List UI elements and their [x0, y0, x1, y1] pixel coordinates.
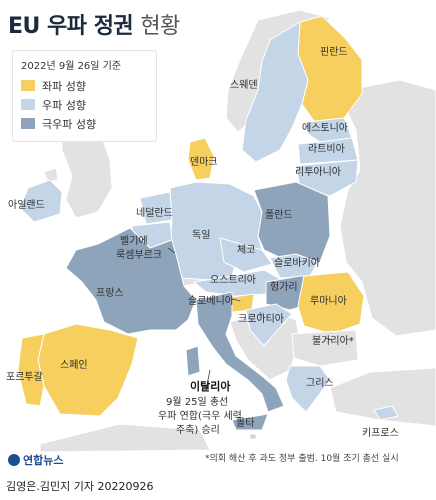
title-main: EU 우파 정권 — [8, 14, 134, 39]
label-bulgaria: 불가리아* — [312, 336, 354, 347]
land-turkey — [329, 367, 436, 427]
country-bulgaria — [291, 329, 359, 367]
label-lithuania: 리투아니아 — [295, 167, 341, 178]
credit-line: 김영은.김민지 기자 20220926 — [6, 480, 154, 493]
label-romania: 루마니아 — [310, 296, 347, 307]
label-ireland: 아일랜드 — [8, 200, 45, 211]
label-slovakia: 슬로바키아 — [274, 258, 320, 269]
label-cyprus: 키프로스 — [362, 428, 399, 439]
land-northern-ireland — [43, 167, 59, 183]
legend-label-left: 좌파 성향 — [42, 79, 86, 93]
label-estonia: 에스토니아 — [302, 123, 348, 134]
country-cyprus — [373, 405, 399, 421]
label-finland: 핀란드 — [320, 47, 348, 58]
country-france — [65, 227, 197, 335]
leader-luxembourg — [167, 247, 176, 254]
italy-note-line1: 9월 25일 총선 — [166, 397, 229, 408]
country-spain — [37, 323, 139, 417]
label-greece: 그리스 — [306, 378, 334, 389]
footnote: *의회 해산 후 과도 정부 출범. 10월 조기 총선 실시 — [205, 454, 399, 464]
country-latvia — [297, 137, 359, 165]
yonhap-logo-icon — [8, 454, 20, 466]
label-denmark: 덴마크 — [190, 157, 218, 168]
label-netherlands: 네덜란드 — [136, 208, 173, 219]
country-denmark — [187, 137, 215, 181]
country-ireland — [19, 179, 63, 223]
legend-label-far-right: 극우파 성향 — [42, 117, 97, 131]
label-malta: 몰타 — [236, 418, 255, 429]
legend-swatch-left — [21, 80, 35, 91]
label-czech: 체코 — [237, 245, 256, 256]
country-portugal — [17, 333, 45, 407]
legend-label-right: 우파 성향 — [42, 98, 86, 112]
legend-date: 2022년 9월 26일 기준 — [21, 61, 122, 72]
legend-swatch-right — [21, 99, 35, 110]
page-title: EU 우파 정권 현황 — [8, 8, 180, 40]
legend-item-left: 좌파 성향 — [21, 76, 148, 95]
land-east — [337, 79, 436, 337]
legend-swatch-far-right — [21, 118, 35, 129]
label-austria: 오스트리아 — [210, 275, 256, 286]
leader-slovenia — [232, 298, 241, 302]
country-poland — [253, 181, 331, 263]
leader-croatia — [259, 311, 263, 317]
label-poland: 폴란드 — [265, 210, 293, 221]
label-croatia: 크로아티아 — [238, 314, 284, 325]
legend-item-right: 우파 성향 — [21, 95, 148, 114]
country-greece — [285, 365, 331, 413]
leader-italy — [205, 369, 211, 391]
label-france: 프랑스 — [96, 288, 124, 299]
title-sub: 현황 — [140, 14, 180, 39]
country-italy — [195, 291, 285, 413]
leader-bulgaria — [324, 337, 333, 341]
label-italy: 이탈리아 — [190, 380, 231, 393]
label-spain: 스페인 — [60, 360, 88, 371]
italy-note-line2: 우파 연합(극우 세력 — [158, 411, 242, 422]
italy-note-line3: 주축) 승리 — [176, 425, 220, 436]
country-slovakia — [269, 253, 319, 279]
label-germany: 독일 — [192, 230, 211, 241]
country-czech — [219, 237, 273, 273]
country-sicily — [231, 413, 269, 431]
label-portugal: 포르투갈 — [6, 372, 43, 383]
country-malta — [249, 433, 257, 440]
map-legend: 2022년 9월 26일 기준 좌파 성향 우파 성향 극우파 성향 — [12, 50, 157, 142]
land-north-africa — [39, 423, 211, 453]
source-logo: 연합뉴스 — [8, 452, 63, 468]
country-romania — [297, 271, 365, 335]
legend-item-far-right: 극우파 성향 — [21, 114, 148, 133]
country-sweden — [241, 21, 309, 163]
label-belgium: 벨기에 — [120, 236, 148, 247]
label-latvia: 라트비아 — [308, 144, 345, 155]
source-logo-text: 연합뉴스 — [23, 454, 64, 467]
label-sweden: 스웨덴 — [230, 80, 258, 91]
country-sardinia — [185, 345, 201, 377]
label-slovenia: 슬로베니아 — [188, 296, 234, 307]
label-hungary: 헝가리 — [270, 282, 298, 293]
country-croatia — [245, 303, 293, 347]
label-luxembourg: 룩셈부르크 — [116, 250, 162, 261]
